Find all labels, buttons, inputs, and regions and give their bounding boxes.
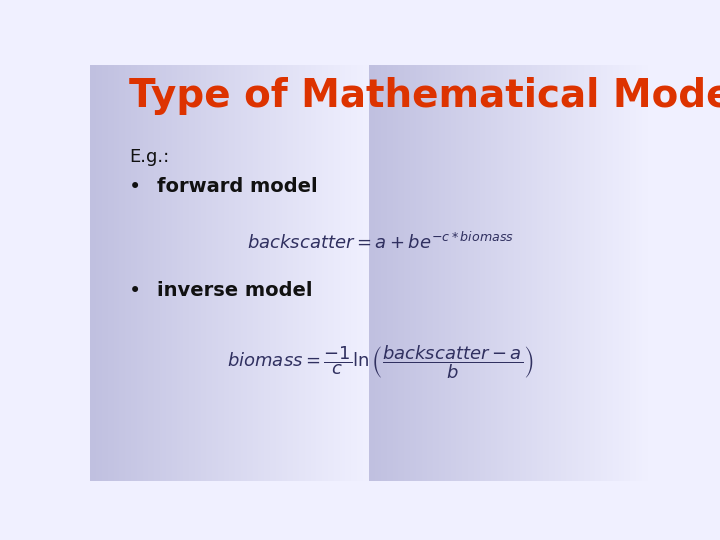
Text: forward model: forward model [157, 177, 318, 196]
Text: •: • [129, 281, 141, 301]
Text: •: • [129, 177, 141, 197]
Text: inverse model: inverse model [157, 281, 312, 300]
Text: E.g.:: E.g.: [129, 148, 169, 166]
Text: $\mathit{biomass} = \dfrac{-1}{\mathit{c}} \ln \left( \dfrac{\mathit{backscatter: $\mathit{biomass} = \dfrac{-1}{\mathit{c… [227, 343, 534, 381]
Text: $\mathit{backscatter} = \mathit{a} + \mathit{b}\mathit{e}^{-\mathit{c*biomass}}$: $\mathit{backscatter} = \mathit{a} + \ma… [247, 231, 513, 252]
Text: Type of Mathematical Model: Type of Mathematical Model [129, 77, 720, 115]
